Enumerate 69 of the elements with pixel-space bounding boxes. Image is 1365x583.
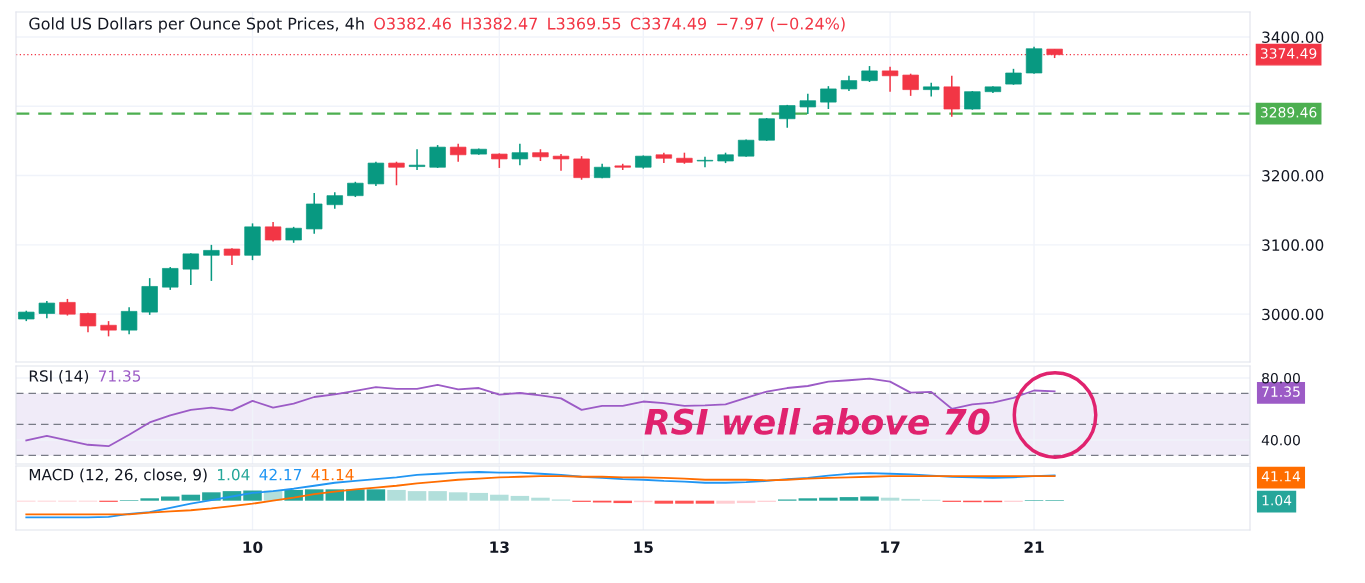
y-tick-label: 40.00: [1261, 434, 1300, 446]
bar: [366, 489, 386, 501]
bar: [407, 491, 427, 501]
y-tick-label: 41.14: [1261, 471, 1301, 482]
candlestick: [923, 81, 940, 98]
bar: [839, 497, 859, 501]
y-tick-label: 71.35: [1262, 386, 1300, 397]
annotation: MACD (12, 26, close, 9): [29, 468, 207, 483]
annotation: H3382.47: [461, 17, 537, 30]
bar: [510, 495, 530, 501]
x-tick-label: 15: [634, 541, 653, 553]
candlestick: [964, 90, 981, 111]
x-tick-label: 13: [490, 541, 509, 553]
bar: [140, 498, 159, 501]
y-tick-label: 3000.00: [1262, 308, 1324, 321]
bar: [428, 491, 447, 501]
bar: [387, 489, 406, 501]
bar: [716, 500, 735, 504]
annotation: −7.97 (−0.24%): [717, 17, 845, 32]
x-tick-label: 10: [243, 541, 263, 553]
y-tick-label: 80.00: [1262, 372, 1300, 384]
y-tick-label: 3400.00: [1262, 31, 1324, 43]
y-tick-label: 3200.00: [1262, 170, 1324, 182]
candlestick: [573, 155, 590, 181]
candlestick: [450, 142, 467, 163]
bar: [181, 494, 201, 501]
candlestick: [182, 252, 199, 286]
annotation: RSI well above 70: [644, 408, 990, 435]
annotation: C3374.49: [630, 17, 707, 30]
candlestick: [203, 244, 220, 282]
candlestick: [511, 142, 529, 166]
bar: [531, 497, 550, 501]
bar: [469, 492, 489, 501]
y-tick-label: 1.04: [1262, 495, 1292, 506]
chart-title: Gold US Dollars per Ounce Spot Prices, 4h: [29, 17, 364, 33]
bar: [654, 500, 674, 504]
x-tick-label: 21: [1024, 541, 1044, 553]
candlestick: [408, 148, 426, 171]
bar: [448, 492, 468, 501]
bar: [798, 498, 818, 501]
annotation: O3382.46: [374, 17, 451, 30]
candlestick: [367, 160, 385, 187]
candlestick: [758, 117, 775, 142]
annotation: 71.35: [98, 370, 141, 382]
y-tick-label: 3100.00: [1262, 239, 1324, 251]
bar: [695, 500, 715, 504]
annotation: 1.04: [218, 468, 250, 481]
candlestick: [120, 306, 138, 336]
bar: [675, 500, 694, 504]
text: RSI (14): [29, 369, 89, 384]
bar: [880, 497, 900, 501]
candlestick: [429, 144, 446, 169]
bar: [819, 497, 838, 501]
bar: [490, 494, 509, 501]
ref-line-label: 3374.49: [1260, 48, 1317, 59]
ref-line-label: 3289.46: [1260, 107, 1317, 118]
x-tick-label: 17: [881, 541, 900, 553]
candlestick: [162, 266, 179, 291]
annotation: L3369.55: [548, 17, 621, 30]
bar: [860, 496, 879, 501]
candlestick: [820, 85, 837, 110]
annotation: 41.14: [311, 469, 354, 481]
candlestick: [881, 65, 899, 93]
annotation: 42.17: [259, 468, 302, 481]
candlestick: [696, 156, 714, 169]
candlestick: [799, 93, 816, 115]
candlestick: [552, 153, 570, 172]
bar: [161, 496, 180, 501]
candlestick: [943, 74, 960, 118]
